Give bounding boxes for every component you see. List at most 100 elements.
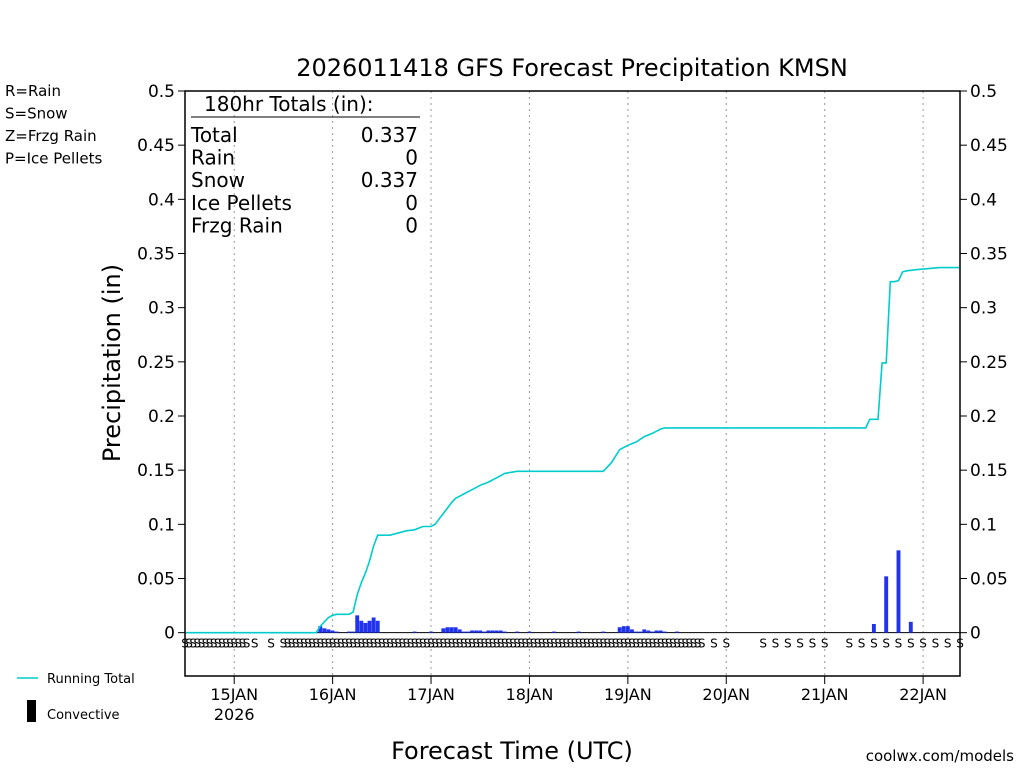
ptype-symbol: S bbox=[267, 637, 275, 651]
precip-bar bbox=[482, 631, 487, 633]
ptype-symbol: S bbox=[308, 637, 316, 651]
x-axis-label: Forecast Time (UTC) bbox=[391, 737, 633, 765]
ptype-symbol: S bbox=[497, 637, 505, 651]
x-tick-label: 16JAN bbox=[309, 685, 357, 704]
ptype-symbol: S bbox=[809, 637, 817, 651]
x-tick-label: 20JAN bbox=[702, 685, 750, 704]
ptype-symbol: S bbox=[505, 637, 513, 651]
ptype-symbol: S bbox=[333, 637, 341, 651]
totals-row-value: 0.337 bbox=[361, 168, 418, 192]
precip-bar bbox=[330, 630, 335, 633]
precip-bar bbox=[490, 630, 495, 633]
ptype-symbol: S bbox=[759, 637, 767, 651]
precip-bar bbox=[625, 626, 630, 633]
ptype-symbol: S bbox=[353, 637, 361, 651]
ptype-symbol: S bbox=[440, 637, 448, 651]
ptype-symbol: S bbox=[599, 637, 607, 651]
precip-bar bbox=[552, 631, 556, 633]
ptype-symbol: S bbox=[230, 637, 238, 651]
ptype-symbol: S bbox=[345, 637, 353, 651]
ptype-symbol: S bbox=[554, 637, 562, 651]
precip-bar bbox=[351, 631, 356, 633]
precip-bar bbox=[617, 627, 622, 633]
ptype-symbol: S bbox=[358, 637, 366, 651]
y-tick-label-left: 0.15 bbox=[137, 461, 175, 481]
running-total-line bbox=[185, 266, 960, 634]
ptype-symbol: S bbox=[501, 637, 509, 651]
precip-bar bbox=[502, 631, 507, 633]
totals-row-value: 0 bbox=[405, 146, 418, 170]
totals-row-label: Total bbox=[190, 123, 238, 147]
totals-row-label: Rain bbox=[191, 146, 235, 170]
ptype-symbol: S bbox=[226, 637, 234, 651]
y-tick-label-left: 0.35 bbox=[137, 245, 175, 265]
ptype-symbol: S bbox=[448, 637, 456, 651]
ptype-symbol: S bbox=[686, 637, 694, 651]
ptype-symbol: S bbox=[657, 637, 665, 651]
y-tick-label-left: 0.05 bbox=[137, 570, 175, 590]
ptype-symbol: S bbox=[427, 637, 435, 651]
ptype-symbol: S bbox=[509, 637, 517, 651]
precip-bar bbox=[355, 615, 360, 633]
credit-text: coolwx.com/models bbox=[866, 747, 1014, 765]
ptype-symbol: S bbox=[640, 637, 648, 651]
totals-row-value: 0 bbox=[405, 191, 418, 215]
ptype-symbol: S bbox=[202, 637, 210, 651]
totals-row-value: 0.337 bbox=[361, 123, 418, 147]
ptype-symbol: S bbox=[645, 637, 653, 651]
precip-bar bbox=[453, 627, 458, 633]
precip-bar bbox=[371, 617, 376, 633]
x-tick-label: 22JAN bbox=[899, 685, 947, 704]
ptype-symbol: S bbox=[234, 637, 242, 651]
ptype-symbol: S bbox=[390, 637, 398, 651]
ptype-symbol: S bbox=[649, 637, 657, 651]
ptype-symbol: S bbox=[366, 637, 374, 651]
legend-ptype-item: P=Ice Pellets bbox=[5, 150, 102, 168]
ptype-symbol: S bbox=[694, 637, 702, 651]
y-tick-label-right: 0.4 bbox=[970, 190, 997, 210]
legend-bottom: Running Total Convective bbox=[17, 672, 135, 723]
ptype-symbol: S bbox=[522, 637, 530, 651]
y-tick-label-right: 0.2 bbox=[970, 407, 997, 427]
precip-bar bbox=[449, 627, 454, 633]
ptype-symbol: S bbox=[251, 637, 259, 651]
precip-bar bbox=[634, 631, 639, 633]
ptype-symbol: S bbox=[411, 637, 419, 651]
ptype-symbol: S bbox=[632, 637, 640, 651]
ptype-symbol: S bbox=[595, 637, 603, 651]
ptype-symbol: S bbox=[845, 637, 853, 651]
ptype-symbol: S bbox=[563, 637, 571, 651]
precip-bar bbox=[359, 620, 364, 633]
ptype-symbol: S bbox=[542, 637, 550, 651]
ptype-symbol: S bbox=[636, 637, 644, 651]
precip-bar bbox=[527, 631, 532, 633]
ptype-symbol: S bbox=[796, 637, 804, 651]
legend-bottom-item: Running Total bbox=[47, 672, 135, 687]
ptype-symbol: S bbox=[882, 637, 890, 651]
ptype-symbol: S bbox=[821, 637, 829, 651]
ptype-symbol: S bbox=[546, 637, 554, 651]
precip-bar bbox=[367, 620, 372, 633]
ptype-symbol: S bbox=[608, 637, 616, 651]
ptype-symbol: S bbox=[698, 637, 706, 651]
ptype-symbol: S bbox=[472, 637, 480, 651]
precip-bar bbox=[486, 630, 491, 633]
ptype-symbol: S bbox=[538, 637, 546, 651]
precip-bar bbox=[326, 629, 331, 633]
precip-bar bbox=[576, 631, 581, 633]
x-tick-label: 19JAN bbox=[604, 685, 652, 704]
y-tick-label-left: 0.2 bbox=[148, 407, 175, 427]
precip-bar bbox=[318, 626, 323, 633]
ptype-symbol: S bbox=[374, 637, 382, 651]
ptype-symbol: S bbox=[288, 637, 296, 651]
ptype-symbol: S bbox=[944, 637, 952, 651]
ptype-symbol: S bbox=[517, 637, 525, 651]
precip-bar bbox=[630, 629, 634, 633]
ptype-symbol: S bbox=[460, 637, 468, 651]
y-tick-label-right: 0.05 bbox=[970, 570, 1008, 590]
precip-bar bbox=[494, 630, 499, 633]
precip-bar bbox=[363, 622, 368, 633]
